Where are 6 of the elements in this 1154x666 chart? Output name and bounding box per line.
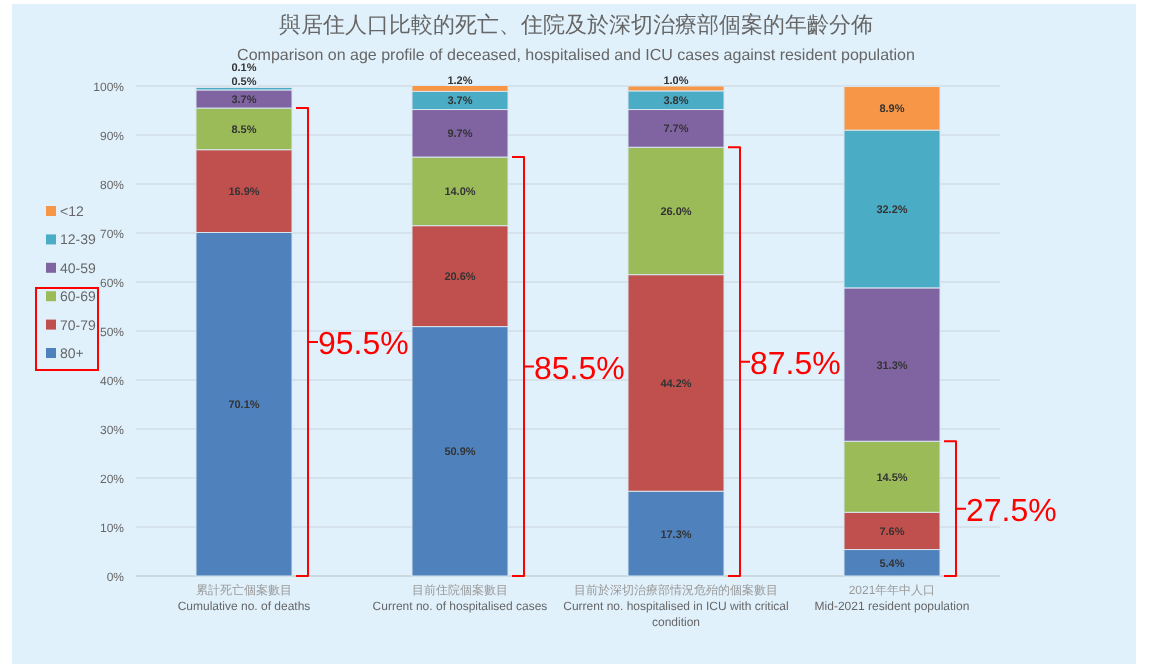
chart-subtitle: Comparison on age profile of deceased, hospitalised and ICU cases against resident population: [237, 46, 915, 64]
annotation: 27.5%: [966, 494, 1057, 529]
chart-title: 與居住人口比較的死亡、住院及於深切治療部個案的年齡分佈: [279, 12, 873, 38]
annotation: 95.5%: [318, 328, 409, 363]
annotation: 87.5%: [750, 347, 841, 382]
annotation: 85.5%: [534, 352, 625, 387]
